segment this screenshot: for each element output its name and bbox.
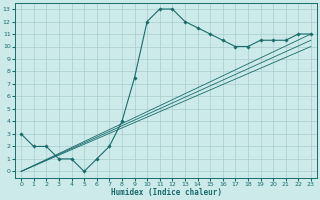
X-axis label: Humidex (Indice chaleur): Humidex (Indice chaleur) (110, 188, 221, 197)
